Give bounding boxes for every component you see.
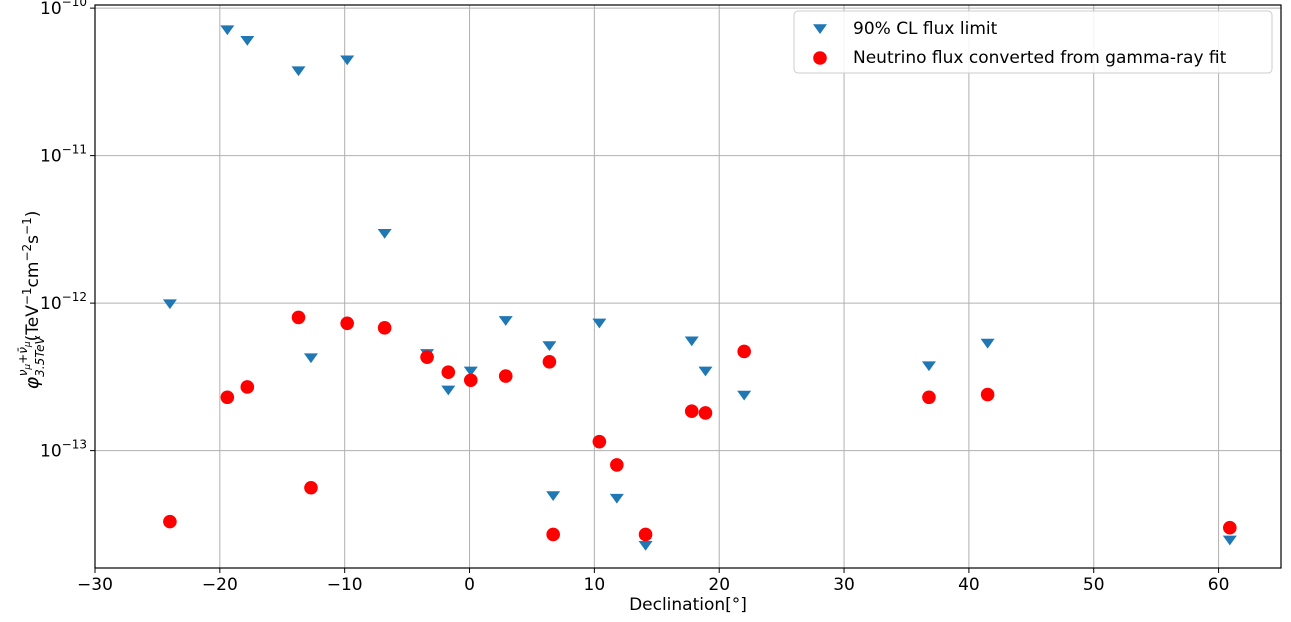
flux-limit-point	[340, 55, 355, 66]
gamma-fit-point	[684, 404, 699, 419]
x-tick-label: 30	[833, 575, 855, 595]
gamma-fit-point	[592, 434, 607, 449]
gamma-fit-point	[1223, 520, 1237, 535]
x-tick-label: 60	[1208, 575, 1230, 595]
y-tick-label: 10−10	[40, 0, 87, 19]
flux-limit-point	[377, 228, 392, 239]
gamma-fit-point	[980, 387, 995, 402]
gamma-fit-point	[610, 458, 624, 472]
y-tick-label: 10−13	[40, 438, 87, 462]
gamma-fit-point	[377, 321, 392, 335]
flux-limit-point	[1222, 535, 1237, 546]
legend-label: Neutrino flux converted from gamma-ray f…	[853, 48, 1227, 68]
gamma-fit-point	[542, 355, 557, 369]
flux-limit-point	[542, 341, 557, 351]
flux-limit-point	[303, 353, 318, 364]
gamma-fit-point	[737, 344, 751, 359]
x-tick-label: 20	[708, 575, 730, 595]
flux-limit-point	[220, 25, 235, 36]
x-tick-label: −30	[77, 575, 113, 595]
gamma-fit-point	[698, 406, 713, 420]
gamma-fit-point	[498, 369, 513, 383]
gamma-fit-point	[922, 390, 936, 405]
gamma-fit-point	[304, 480, 318, 495]
flux-limit-point	[592, 318, 607, 329]
plot-frame	[94, 4, 1282, 569]
x-tick-label: −20	[202, 575, 238, 595]
gamma-fit-point	[291, 310, 306, 325]
flux-limit-point	[980, 338, 995, 349]
x-tick-label: −10	[327, 575, 363, 595]
svg-text:φ3.5TeVνμ+ν̄μ(TeV−1cm−2s−1): φ3.5TeVνμ+ν̄μ(TeV−1cm−2s−1)	[16, 211, 47, 390]
gamma-fit-point	[638, 527, 653, 542]
flux-limit-point	[921, 361, 936, 372]
y-tick-label: 10−12	[40, 290, 87, 314]
legend-marker-triangle	[813, 24, 827, 34]
x-tick-label: 40	[958, 575, 980, 595]
gamma-fit-point	[546, 527, 560, 542]
flux-limit-point	[441, 385, 456, 396]
flux-limit-point	[698, 366, 713, 377]
flux-limit-point	[638, 540, 653, 551]
gamma-fit-point	[463, 373, 478, 388]
x-axis-ticks: −30 −20 −10 0 10 20 30 40 50 60	[77, 568, 1229, 595]
x-tick-label: 50	[1083, 575, 1105, 595]
legend: 90% CL flux limit Neutrino flux converted…	[793, 10, 1273, 74]
flux-limit-point	[546, 491, 561, 501]
gamma-fit-point	[240, 380, 255, 394]
gamma-fit-point	[420, 350, 434, 364]
gamma-fit-point	[340, 316, 354, 331]
flux-limit-point	[291, 66, 306, 77]
flux-limit-point	[609, 493, 624, 504]
gamma-fit-point	[220, 390, 235, 405]
x-axis-label: Declination[°]	[629, 595, 747, 615]
y-axis-label: φ3.5TeVνμ+ν̄μ(TeV−1cm−2s−1)	[16, 211, 47, 390]
flux-limit-point	[240, 36, 255, 46]
gamma-fit-point	[441, 365, 456, 380]
x-tick-label: 10	[584, 575, 606, 595]
x-tick-label: 0	[464, 575, 475, 595]
flux-limit-point	[684, 336, 699, 347]
y-axis-ticks: 10−10 10−11 10−12 10−13	[40, 0, 95, 462]
flux-limit-point	[463, 366, 478, 377]
y-tick-label: 10−11	[40, 143, 87, 167]
legend-marker-circle	[813, 51, 827, 65]
data-points	[162, 25, 1237, 551]
flux-limit-point	[162, 299, 177, 310]
flux-limit-point	[498, 316, 513, 326]
legend-label: 90% CL flux limit	[853, 19, 998, 39]
gamma-fit-point	[163, 514, 177, 529]
flux-limit-point	[737, 390, 752, 401]
grid	[94, 5, 1281, 568]
